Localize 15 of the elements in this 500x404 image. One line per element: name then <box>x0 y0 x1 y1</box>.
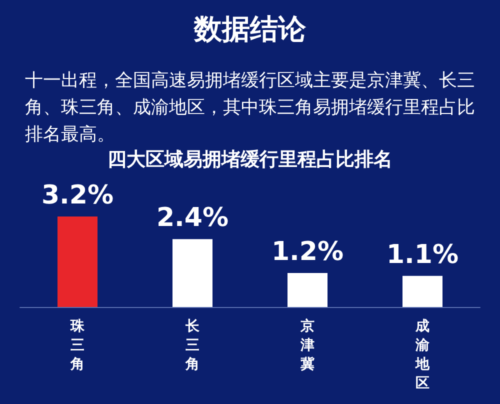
text: 四大区域易拥堵缓行里程占比排名 <box>108 148 392 170</box>
data-label: 1.2% <box>271 237 344 268</box>
bar <box>172 239 212 307</box>
data-label: 2.4% <box>156 203 229 234</box>
data-label: 3.2% <box>41 180 114 210</box>
data-label: 1.1% <box>386 240 459 270</box>
bar <box>288 273 328 307</box>
bar <box>58 216 98 307</box>
x-tick-label: 京津冀 <box>300 318 314 372</box>
x-tick-label: 珠三角 <box>70 318 86 372</box>
x-tick-label: 长三角 <box>184 318 200 372</box>
x-tick-label: 成渝地区 <box>414 318 430 392</box>
chart-title: 数据结论 <box>193 12 307 46</box>
chart-subtitle: 十一出程，全国高速易拥堵缓行区域主要是京津冀、长三角、珠三角、成渝地区，其中珠三角易拥堵缓行里程占比排名最高。 <box>25 70 475 145</box>
bar <box>402 276 442 307</box>
